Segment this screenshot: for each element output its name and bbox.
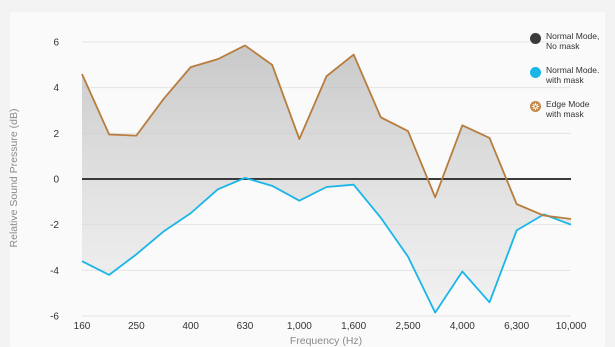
legend-label: Normal Mode, No mask (546, 31, 600, 51)
legend-label: Normal Mode. with mask (546, 65, 600, 85)
blue-circle-icon (530, 67, 541, 78)
y-tick-label: 4 (53, 83, 59, 94)
dark-circle-icon (530, 33, 541, 44)
y-tick-labels: 6 4 2 0 -2 -4 -6 (50, 38, 59, 323)
legend-item-edge-with-mask: Edge Mode with mask (530, 99, 612, 133)
x-tick-labels: 160 250 400 630 1,000 1,600 2,500 4,000 6,300 10,… (74, 321, 587, 332)
legend-item-normal-with-mask: Normal Mode. with mask (530, 65, 612, 99)
legend-item-normal-no-mask: Normal Mode, No mask (530, 31, 612, 65)
x-tick-label: 10,000 (556, 321, 587, 332)
x-tick-label: 160 (74, 321, 91, 332)
series-line-normal-with-mask (81, 176, 572, 314)
x-tick-label: 6,300 (504, 321, 529, 332)
x-tick-label: 250 (128, 321, 145, 332)
legend: Normal Mode, No mask Normal Mode. with m… (530, 31, 612, 133)
x-tick-label: 1,600 (341, 321, 366, 332)
y-axis-title: Relative Sound Pressure (dB) (8, 109, 20, 248)
y-tick-label: -4 (50, 266, 59, 277)
x-axis-title: Frequency (Hz) (290, 335, 362, 347)
x-tick-label: 4,000 (450, 321, 475, 332)
edge-mode-icon (530, 101, 541, 112)
y-tick-label: -2 (50, 220, 59, 231)
y-tick-label: 0 (53, 175, 59, 186)
x-tick-label: 2,500 (395, 321, 420, 332)
y-tick-label: 2 (53, 129, 59, 140)
y-tick-label: 6 (53, 38, 59, 49)
series-line-edge-with-mask (81, 44, 572, 220)
series-lines (81, 44, 572, 314)
legend-label: Edge Mode with mask (546, 99, 590, 119)
y-tick-label: -6 (50, 312, 59, 323)
x-tick-label: 400 (182, 321, 199, 332)
x-tick-label: 1,000 (287, 321, 312, 332)
x-tick-label: 630 (237, 321, 254, 332)
